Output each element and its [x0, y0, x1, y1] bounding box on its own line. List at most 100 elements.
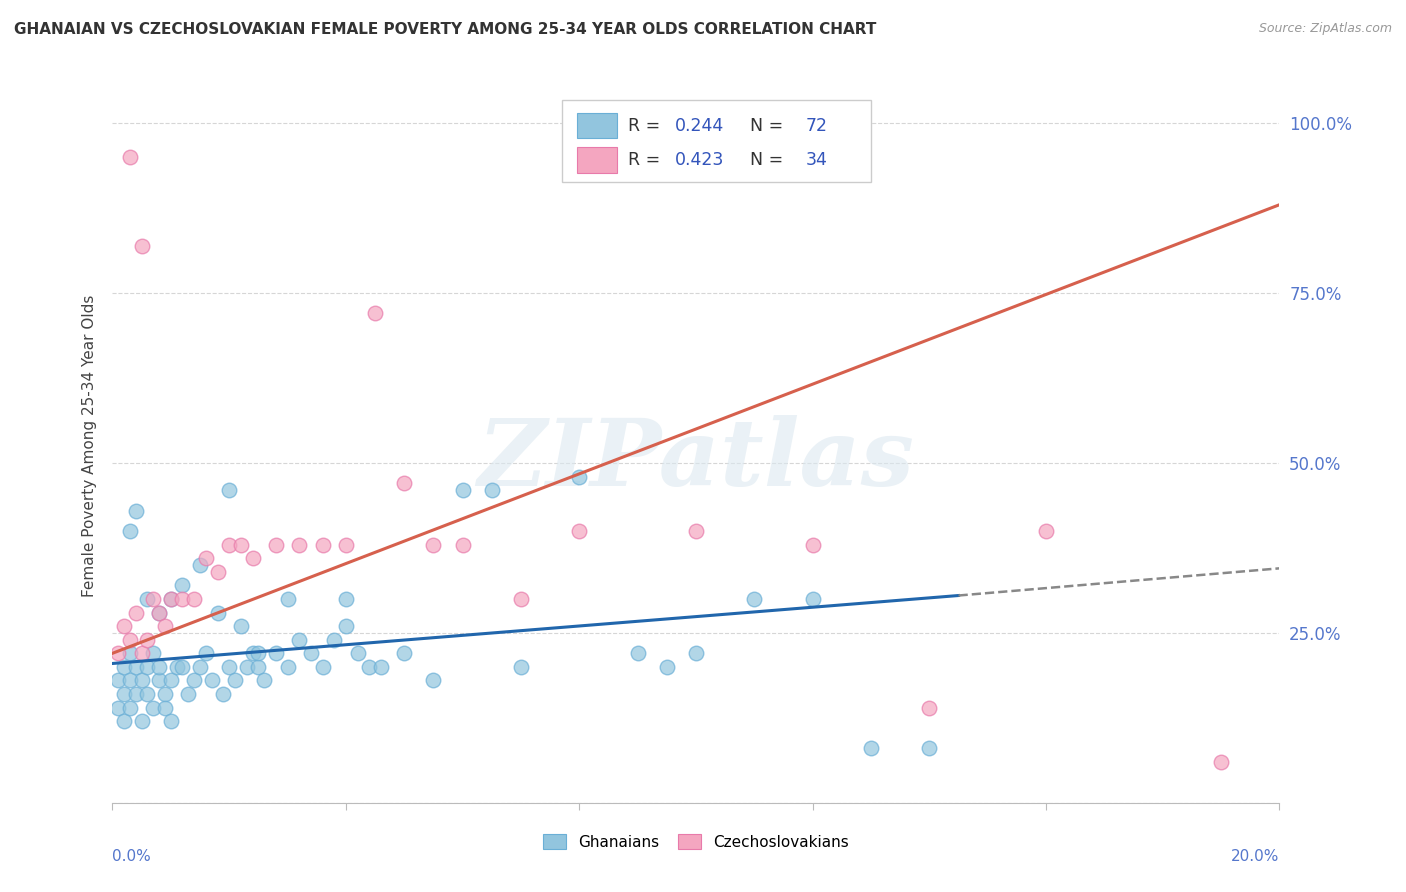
- Point: [112, 714, 135, 729]
- Point: [1035, 524, 1057, 538]
- Point: [131, 646, 153, 660]
- Point: [311, 537, 333, 551]
- Point: [118, 673, 141, 688]
- Point: [509, 660, 531, 674]
- Point: [166, 660, 188, 674]
- Text: 0.244: 0.244: [675, 117, 724, 135]
- Point: [655, 660, 678, 674]
- Text: 0.423: 0.423: [675, 151, 724, 169]
- Point: [112, 619, 135, 633]
- Point: [148, 673, 170, 688]
- Point: [148, 606, 170, 620]
- Point: [288, 632, 311, 647]
- Point: [160, 591, 183, 606]
- Y-axis label: Female Poverty Among 25-34 Year Olds: Female Poverty Among 25-34 Year Olds: [82, 295, 97, 597]
- Point: [481, 483, 503, 498]
- Point: [183, 591, 205, 606]
- Point: [136, 660, 159, 674]
- Point: [860, 741, 883, 756]
- Point: [335, 537, 357, 551]
- Point: [125, 606, 148, 620]
- Text: R =: R =: [628, 117, 666, 135]
- Point: [112, 687, 135, 701]
- Point: [118, 524, 141, 538]
- Point: [125, 660, 148, 674]
- Point: [118, 632, 141, 647]
- Point: [918, 700, 941, 714]
- Point: [207, 606, 229, 620]
- Point: [194, 551, 217, 566]
- Point: [422, 537, 444, 551]
- Point: [229, 619, 252, 633]
- Point: [218, 483, 240, 498]
- Point: [148, 606, 170, 620]
- Point: [451, 483, 474, 498]
- Point: [107, 646, 129, 660]
- Point: [136, 687, 159, 701]
- Point: [1209, 755, 1232, 769]
- Point: [153, 619, 176, 633]
- Point: [118, 150, 141, 164]
- Point: [288, 537, 311, 551]
- Point: [242, 646, 264, 660]
- Point: [323, 632, 346, 647]
- Text: Source: ZipAtlas.com: Source: ZipAtlas.com: [1258, 22, 1392, 36]
- Point: [359, 660, 381, 674]
- Point: [918, 741, 941, 756]
- Point: [247, 646, 270, 660]
- Point: [685, 646, 707, 660]
- Point: [160, 673, 183, 688]
- Legend: Ghanaians, Czechoslovakians: Ghanaians, Czechoslovakians: [537, 828, 855, 855]
- Point: [685, 524, 707, 538]
- Point: [148, 660, 170, 674]
- Point: [131, 714, 153, 729]
- Point: [253, 673, 276, 688]
- Point: [172, 591, 194, 606]
- Point: [131, 673, 153, 688]
- Point: [172, 578, 194, 592]
- Point: [142, 591, 165, 606]
- Point: [131, 238, 153, 252]
- Point: [394, 476, 416, 491]
- Point: [568, 524, 591, 538]
- Text: ZIPatlas: ZIPatlas: [478, 416, 914, 505]
- Point: [311, 660, 333, 674]
- FancyBboxPatch shape: [576, 112, 617, 138]
- Point: [218, 660, 240, 674]
- Point: [364, 306, 387, 320]
- Point: [160, 714, 183, 729]
- Point: [112, 660, 135, 674]
- Point: [183, 673, 205, 688]
- Point: [451, 537, 474, 551]
- Point: [276, 660, 298, 674]
- Point: [370, 660, 392, 674]
- Text: 34: 34: [806, 151, 828, 169]
- Point: [218, 537, 240, 551]
- Point: [801, 591, 824, 606]
- Point: [299, 646, 322, 660]
- Point: [235, 660, 257, 674]
- Text: GHANAIAN VS CZECHOSLOVAKIAN FEMALE POVERTY AMONG 25-34 YEAR OLDS CORRELATION CHA: GHANAIAN VS CZECHOSLOVAKIAN FEMALE POVER…: [14, 22, 876, 37]
- Point: [107, 700, 129, 714]
- Point: [136, 591, 159, 606]
- Point: [153, 687, 176, 701]
- Point: [509, 591, 531, 606]
- Point: [160, 591, 183, 606]
- Point: [229, 537, 252, 551]
- Text: N =: N =: [740, 151, 789, 169]
- Text: 20.0%: 20.0%: [1232, 849, 1279, 864]
- Text: 72: 72: [806, 117, 828, 135]
- Point: [212, 687, 235, 701]
- Point: [335, 591, 357, 606]
- Point: [247, 660, 270, 674]
- Point: [194, 646, 217, 660]
- Text: N =: N =: [740, 117, 789, 135]
- Point: [172, 660, 194, 674]
- Point: [188, 558, 211, 572]
- Point: [125, 503, 148, 517]
- Point: [125, 687, 148, 701]
- Point: [627, 646, 650, 660]
- Text: R =: R =: [628, 151, 666, 169]
- Point: [201, 673, 224, 688]
- Point: [142, 700, 165, 714]
